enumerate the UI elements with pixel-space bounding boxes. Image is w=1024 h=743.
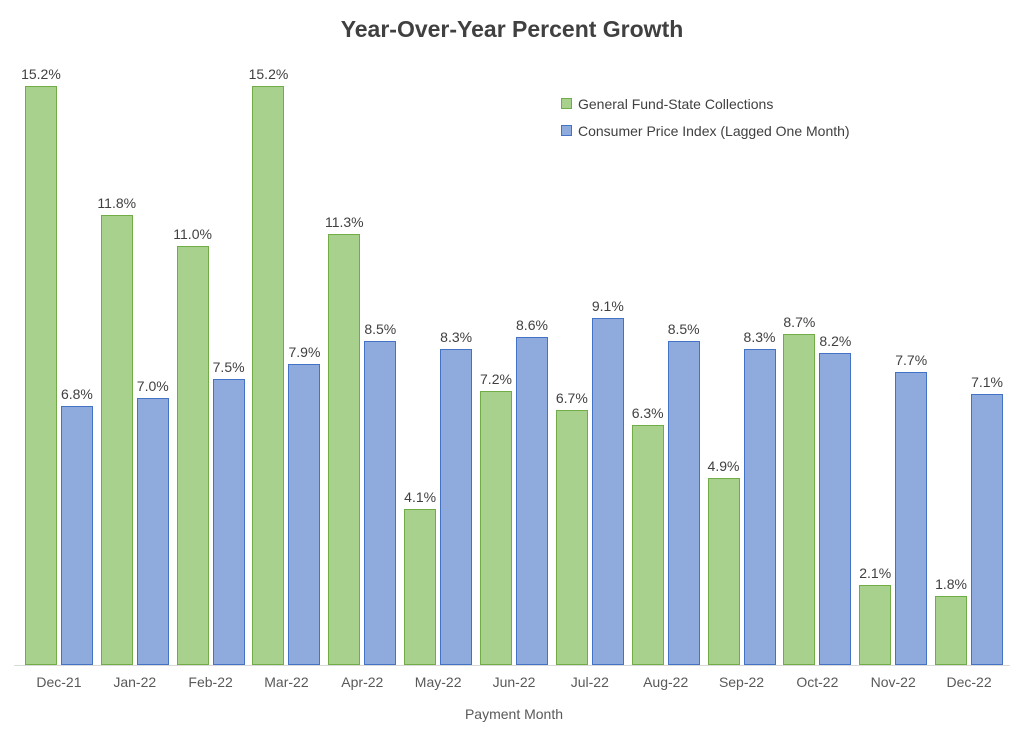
x-axis-tick-label: Nov-22 bbox=[870, 674, 916, 690]
x-axis-tick-label: Apr-22 bbox=[341, 674, 384, 690]
data-label: 9.1% bbox=[591, 298, 624, 314]
category-group: 2.1% 7.7% Nov-22 bbox=[855, 0, 931, 690]
bar-general-fund: 1.8% bbox=[935, 576, 968, 665]
category-group: 1.8% 7.1% Dec-22 bbox=[931, 0, 1007, 690]
green-swatch-icon bbox=[561, 98, 572, 109]
category-group: 11.3% 8.5% Apr-22 bbox=[324, 0, 400, 690]
data-label: 8.7% bbox=[783, 314, 816, 330]
data-label: 11.3% bbox=[324, 214, 364, 230]
data-label: 11.0% bbox=[173, 226, 212, 242]
bar-general-fund: 4.1% bbox=[404, 489, 437, 665]
data-label: 7.9% bbox=[288, 344, 321, 360]
x-axis-tick-label: Aug-22 bbox=[643, 674, 689, 690]
legend-item-general-fund: General Fund-State Collections bbox=[561, 90, 850, 117]
bar-cpi: 8.3% bbox=[743, 329, 776, 665]
data-label: 7.5% bbox=[212, 359, 245, 375]
data-label: 7.1% bbox=[971, 374, 1004, 390]
data-label: 8.2% bbox=[819, 333, 852, 349]
data-label: 8.3% bbox=[743, 329, 776, 345]
data-label: 11.8% bbox=[97, 195, 137, 211]
x-axis-tick-label: Sep-22 bbox=[718, 674, 765, 690]
bar-cpi: 6.8% bbox=[60, 386, 93, 665]
legend-item-cpi: Consumer Price Index (Lagged One Month) bbox=[561, 117, 850, 144]
bar-general-fund: 11.0% bbox=[173, 226, 212, 665]
category-group: 11.0% 7.5% Feb-22 bbox=[173, 0, 249, 690]
x-axis-tick-label: Jul-22 bbox=[570, 674, 609, 690]
bar-general-fund: 7.2% bbox=[479, 371, 512, 665]
bar-cpi: 8.5% bbox=[667, 321, 700, 665]
plot-area: 15.2% 6.8% Dec-21 11.8% 7.0% Jan-22 11.0% 7.5% F… bbox=[21, 0, 1007, 690]
category-group: 4.1% 8.3% May-22 bbox=[400, 0, 476, 690]
bar-general-fund: 6.3% bbox=[631, 405, 664, 665]
data-label: 8.5% bbox=[364, 321, 397, 337]
x-axis-title: Payment Month bbox=[464, 706, 564, 722]
bar-cpi: 7.5% bbox=[212, 359, 245, 665]
x-axis-tick-label: Dec-21 bbox=[36, 674, 82, 690]
category-group: 7.2% 8.6% Jun-22 bbox=[476, 0, 552, 690]
category-group: 6.7% 9.1% Jul-22 bbox=[552, 0, 628, 690]
legend: General Fund-State Collections Consumer … bbox=[561, 90, 850, 144]
chart-title: Year-Over-Year Percent Growth bbox=[340, 16, 684, 42]
bar-cpi: 8.5% bbox=[364, 321, 397, 665]
data-label: 6.7% bbox=[555, 390, 588, 406]
bar-cpi: 7.7% bbox=[895, 352, 928, 665]
category-group: 15.2% 6.8% Dec-21 bbox=[21, 0, 97, 690]
data-label: 8.3% bbox=[440, 329, 473, 345]
bar-general-fund: 15.2% bbox=[21, 66, 61, 665]
bar-cpi: 8.3% bbox=[440, 329, 473, 665]
x-axis-tick-label: Oct-22 bbox=[796, 674, 839, 690]
data-label: 2.1% bbox=[859, 565, 892, 581]
data-label: 7.7% bbox=[895, 352, 928, 368]
data-label: 6.3% bbox=[631, 405, 664, 421]
data-label: 7.2% bbox=[480, 371, 512, 387]
bar-cpi: 8.6% bbox=[515, 317, 548, 665]
legend-label: Consumer Price Index (Lagged One Month) bbox=[578, 122, 850, 139]
category-group: 6.3% 8.5% Aug-22 bbox=[628, 0, 704, 690]
bar-general-fund: 11.8% bbox=[97, 195, 136, 665]
bar-general-fund: 2.1% bbox=[859, 565, 892, 665]
x-axis-tick-label: Jan-22 bbox=[113, 674, 157, 690]
data-label: 4.9% bbox=[707, 458, 740, 474]
category-group: 8.7% 8.2% Oct-22 bbox=[779, 0, 855, 690]
x-axis-tick-label: Feb-22 bbox=[188, 674, 233, 690]
data-label: 4.1% bbox=[404, 489, 437, 505]
data-label: 7.0% bbox=[136, 378, 169, 394]
bar-general-fund: 11.3% bbox=[325, 214, 364, 665]
category-group: 11.8% 7.0% Jan-22 bbox=[97, 0, 173, 690]
legend-label: General Fund-State Collections bbox=[578, 95, 774, 112]
bar-general-fund: 6.7% bbox=[555, 390, 588, 665]
x-axis-tick-label: Dec-22 bbox=[946, 674, 992, 690]
bar-general-fund: 4.9% bbox=[707, 458, 740, 665]
bar-cpi: 7.1% bbox=[971, 374, 1004, 665]
bar-general-fund: 15.2% bbox=[249, 66, 288, 665]
bar-cpi: 9.1% bbox=[591, 298, 624, 665]
bar-cpi: 8.2% bbox=[819, 333, 852, 665]
category-group: 4.9% 8.3% Sep-22 bbox=[704, 0, 780, 690]
data-label: 8.6% bbox=[516, 317, 548, 333]
x-axis-line bbox=[14, 665, 1010, 666]
bar-general-fund: 8.7% bbox=[783, 314, 816, 665]
x-axis-tick-label: May-22 bbox=[414, 674, 462, 690]
data-label: 15.2% bbox=[21, 66, 61, 82]
data-label: 15.2% bbox=[248, 66, 289, 82]
bar-cpi: 7.0% bbox=[136, 378, 169, 665]
category-group: 15.2% 7.9% Mar-22 bbox=[249, 0, 325, 690]
x-axis-tick-label: Jun-22 bbox=[492, 674, 536, 690]
bar-cpi: 7.9% bbox=[288, 344, 321, 665]
data-label: 1.8% bbox=[935, 576, 968, 592]
blue-swatch-icon bbox=[561, 125, 572, 136]
x-axis-tick-label: Mar-22 bbox=[264, 674, 309, 690]
data-label: 8.5% bbox=[667, 321, 700, 337]
data-label: 6.8% bbox=[60, 386, 93, 402]
